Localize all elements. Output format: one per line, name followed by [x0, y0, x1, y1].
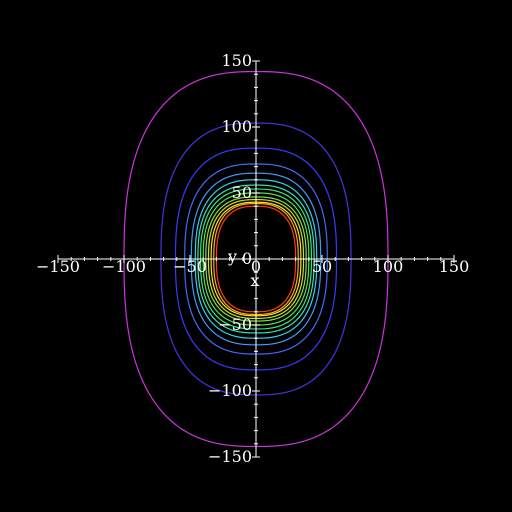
x-tick-label: −150 — [36, 257, 80, 276]
x-tick-label: −100 — [102, 257, 146, 276]
y-tick-label: 50 — [232, 183, 252, 202]
y-tick-label: 150 — [221, 51, 252, 70]
x-tick-label: 150 — [439, 257, 470, 276]
y-tick-label: −100 — [208, 381, 252, 400]
x-axis-label: x — [251, 271, 260, 290]
y-tick-label: −50 — [218, 315, 252, 334]
x-tick-label: 100 — [373, 257, 404, 276]
y-tick-label: −150 — [208, 447, 252, 466]
x-tick-label: 50 — [312, 257, 332, 276]
y-tick-label: 100 — [221, 117, 252, 136]
y-tick-label: 0 — [242, 249, 252, 268]
x-tick-label: −50 — [173, 257, 207, 276]
y-axis-label: y — [227, 247, 237, 266]
